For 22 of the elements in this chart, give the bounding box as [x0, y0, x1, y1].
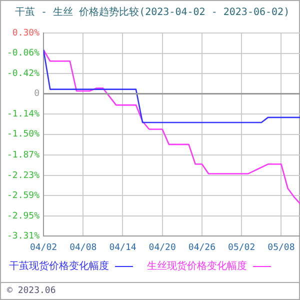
legend-label: 干茧现货价格变化幅度: [9, 261, 109, 272]
y-tick-label: -1.87%: [6, 150, 40, 160]
y-tick-label: -2.23%: [6, 170, 40, 181]
y-tick-label: -0.06%: [6, 48, 40, 59]
x-tick-label: 04/14: [109, 242, 136, 253]
y-tick-label: -3.31%: [6, 232, 40, 242]
x-tick-label: 05/08: [268, 242, 295, 253]
y-tick-label: -0.42%: [6, 68, 40, 79]
y-tick-label: -1.50%: [6, 130, 40, 140]
x-tick-label: 05/02: [228, 242, 256, 253]
y-tick-label: -2.59%: [6, 191, 40, 202]
y-tick-label: -1.14%: [6, 109, 40, 120]
x-tick-label: 04/20: [148, 242, 176, 253]
y-tick-label: -2.95%: [6, 211, 40, 222]
x-tick-label: 04/08: [70, 242, 97, 253]
x-tick-label: 04/02: [30, 242, 58, 253]
text: 0: [34, 89, 40, 100]
text: © 2023.06: [1, 282, 300, 296]
y-tick-label: 0.30%: [12, 28, 40, 38]
x-tick-label: 04/26: [188, 242, 216, 253]
chart-title: 干茧 - 生丝 价格趋势比较(2023-04-02 - 2023-06-02): [15, 6, 290, 19]
legend-label: 生丝现货价格变化幅度: [147, 261, 247, 272]
